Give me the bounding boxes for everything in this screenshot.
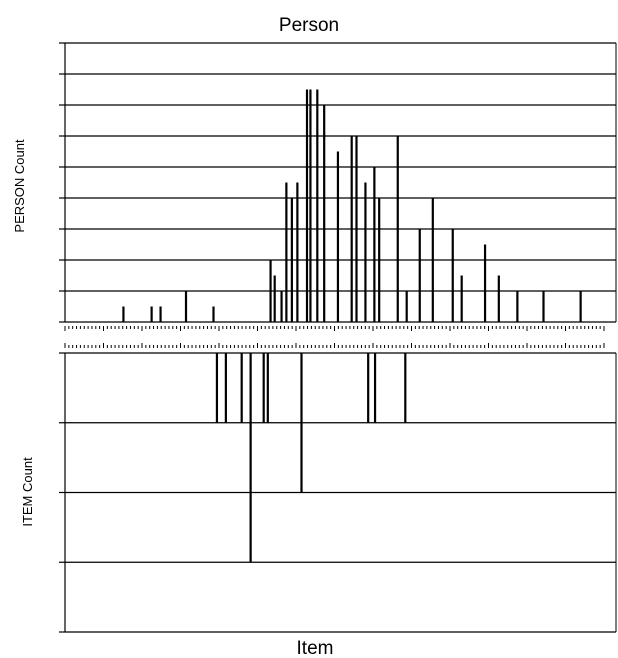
person-histogram: [59, 42, 617, 348]
item-count-axis-label: ITEM Count: [20, 457, 35, 527]
person-count-axis-label: PERSON Count: [12, 139, 27, 233]
item-axis-label: Item: [297, 638, 334, 658]
item-histogram: [59, 352, 617, 633]
chart-title: Person: [279, 15, 339, 36]
